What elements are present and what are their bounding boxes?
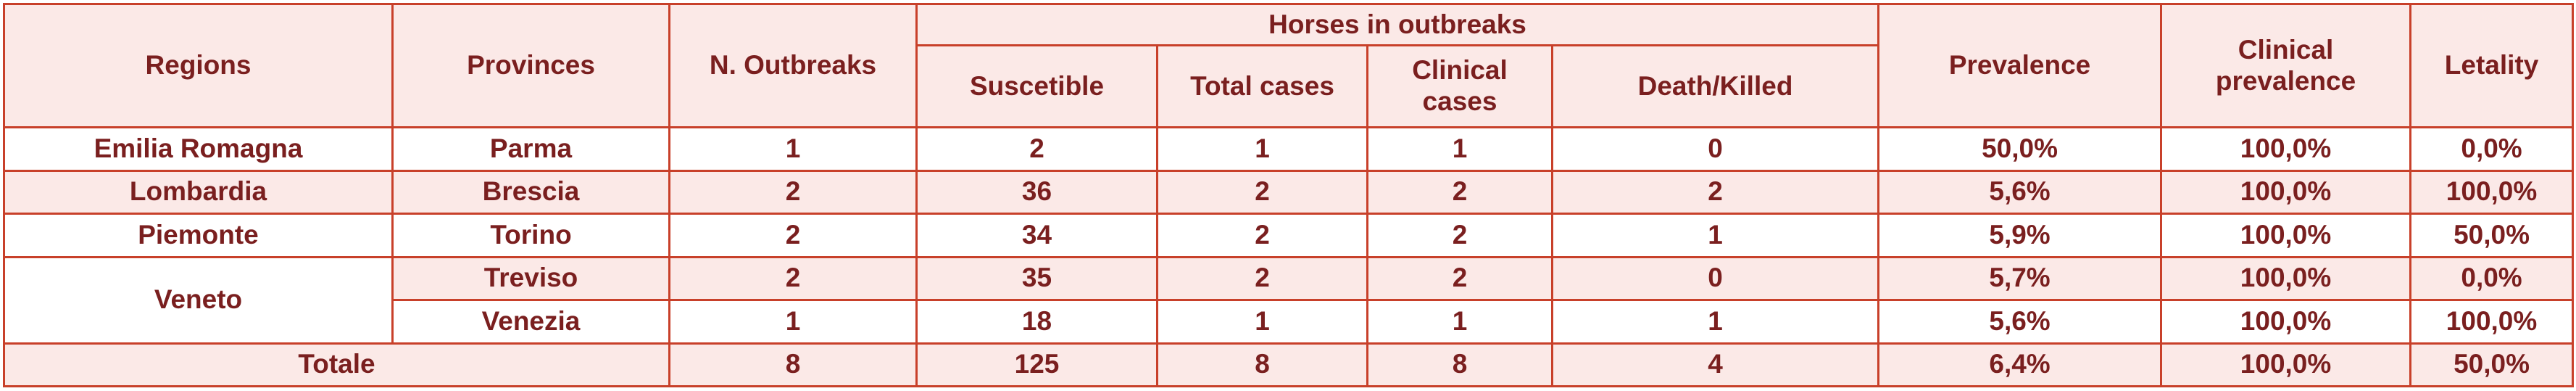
cell-total-label: Totale bbox=[3, 342, 670, 387]
header-row-2: Suscetible Total cases Clinical cases De… bbox=[4, 44, 2573, 128]
header-provinces: Provinces bbox=[391, 3, 670, 128]
cell-suscetible: 36 bbox=[915, 169, 1158, 215]
cell-prevalence: 5,9% bbox=[1877, 213, 2163, 258]
header-clinical-prevalence-line2: prevalence bbox=[2215, 65, 2356, 96]
header-horses-in-outbreaks: Horses in outbreaks bbox=[915, 3, 1880, 46]
cell-death-killed: 0 bbox=[1550, 126, 1880, 172]
header-row-1: Regions Provinces N. Outbreaks Horses in… bbox=[3, 3, 2575, 128]
cell-region: Piemonte bbox=[3, 213, 394, 258]
cell-total-cases: 1 bbox=[1156, 126, 1368, 172]
cell-province: Torino bbox=[391, 213, 670, 258]
cell-clinical-prevalence: 100,0% bbox=[2160, 213, 2412, 258]
cell-region: Lombardia bbox=[3, 169, 394, 215]
cell-region: Veneto bbox=[3, 255, 394, 345]
cell-province: Brescia bbox=[391, 169, 670, 215]
cell-death-killed: 1 bbox=[1550, 213, 1880, 258]
header-clinical-cases: Clinical cases bbox=[1366, 44, 1553, 128]
cell-region: Emilia Romagna bbox=[3, 126, 394, 172]
table-row: Piemonte Torino 2 34 2 2 1 5,9% 100,0% 5… bbox=[3, 213, 2575, 258]
cell-prevalence: 5,6% bbox=[1877, 169, 2163, 215]
cell-outbreaks: 1 bbox=[668, 299, 918, 345]
table-row: Venezia 1 18 1 1 1 5,6% 100,0% 100,0% bbox=[4, 299, 2575, 345]
cell-letality: 50,0% bbox=[2409, 342, 2575, 387]
total-row: Totale 8 125 8 8 4 6,4% 100,0% 50,0% bbox=[3, 342, 2575, 387]
cell-letality: 50,0% bbox=[2409, 213, 2575, 258]
cell-outbreaks: 8 bbox=[668, 342, 918, 387]
cell-prevalence: 50,0% bbox=[1877, 126, 2163, 172]
cell-death-killed: 1 bbox=[1550, 299, 1880, 345]
cell-clinical-prevalence: 100,0% bbox=[2160, 342, 2412, 387]
cell-death-killed: 0 bbox=[1550, 255, 1880, 301]
cell-outbreaks: 2 bbox=[668, 255, 918, 301]
cell-clinical-prevalence: 100,0% bbox=[2160, 169, 2412, 215]
cell-prevalence: 5,6% bbox=[1877, 299, 2163, 345]
header-clinical-prevalence-line1: Clinical bbox=[2238, 34, 2334, 65]
cell-total-cases: 2 bbox=[1156, 213, 1368, 258]
cell-letality: 100,0% bbox=[2409, 169, 2575, 215]
cell-outbreaks: 1 bbox=[668, 126, 918, 172]
cell-suscetible: 2 bbox=[915, 126, 1158, 172]
outbreaks-table: Regions Provinces N. Outbreaks Horses in… bbox=[3, 3, 2575, 387]
header-clinical-prevalence: Clinical prevalence bbox=[2160, 3, 2412, 128]
cell-total-cases: 1 bbox=[1156, 299, 1368, 345]
cell-death-killed: 4 bbox=[1550, 342, 1880, 387]
cell-prevalence: 5,7% bbox=[1877, 255, 2163, 301]
cell-clinical-cases: 2 bbox=[1366, 255, 1553, 301]
cell-province: Parma bbox=[391, 126, 670, 172]
cell-clinical-cases: 1 bbox=[1366, 299, 1553, 345]
cell-prevalence: 6,4% bbox=[1877, 342, 2163, 387]
cell-clinical-prevalence: 100,0% bbox=[2160, 299, 2412, 345]
cell-province: Treviso bbox=[391, 255, 670, 301]
cell-total-cases: 8 bbox=[1156, 342, 1368, 387]
cell-suscetible: 18 bbox=[915, 299, 1158, 345]
header-n-outbreaks: N. Outbreaks bbox=[668, 3, 918, 128]
header-letality: Letality bbox=[2409, 3, 2575, 128]
header-regions: Regions bbox=[3, 3, 394, 128]
cell-province: Venezia bbox=[391, 299, 670, 345]
cell-letality: 0,0% bbox=[2409, 126, 2575, 172]
cell-clinical-cases: 2 bbox=[1366, 213, 1553, 258]
cell-death-killed: 2 bbox=[1550, 169, 1880, 215]
cell-suscetible: 34 bbox=[915, 213, 1158, 258]
cell-clinical-cases: 2 bbox=[1366, 169, 1553, 215]
cell-clinical-cases: 1 bbox=[1366, 126, 1553, 172]
header-total-cases: Total cases bbox=[1156, 44, 1368, 128]
header-death-killed: Death/Killed bbox=[1550, 44, 1880, 128]
cell-clinical-prevalence: 100,0% bbox=[2160, 255, 2412, 301]
table-row: Lombardia Brescia 2 36 2 2 2 5,6% 100,0%… bbox=[3, 169, 2575, 215]
cell-suscetible: 125 bbox=[915, 342, 1158, 387]
cell-outbreaks: 2 bbox=[668, 213, 918, 258]
header-suscetible: Suscetible bbox=[915, 44, 1158, 128]
cell-letality: 100,0% bbox=[2409, 299, 2575, 345]
cell-clinical-cases: 8 bbox=[1366, 342, 1553, 387]
cell-outbreaks: 2 bbox=[668, 169, 918, 215]
table-row: Veneto Treviso 2 35 2 2 0 5,7% 100,0% 0,… bbox=[3, 255, 2575, 345]
cell-total-cases: 2 bbox=[1156, 255, 1368, 301]
cell-clinical-prevalence: 100,0% bbox=[2160, 126, 2412, 172]
header-prevalence: Prevalence bbox=[1877, 3, 2163, 128]
cell-letality: 0,0% bbox=[2409, 255, 2575, 301]
cell-suscetible: 35 bbox=[915, 255, 1158, 301]
table-row: Emilia Romagna Parma 1 2 1 1 0 50,0% 100… bbox=[3, 126, 2575, 172]
cell-total-cases: 2 bbox=[1156, 169, 1368, 215]
